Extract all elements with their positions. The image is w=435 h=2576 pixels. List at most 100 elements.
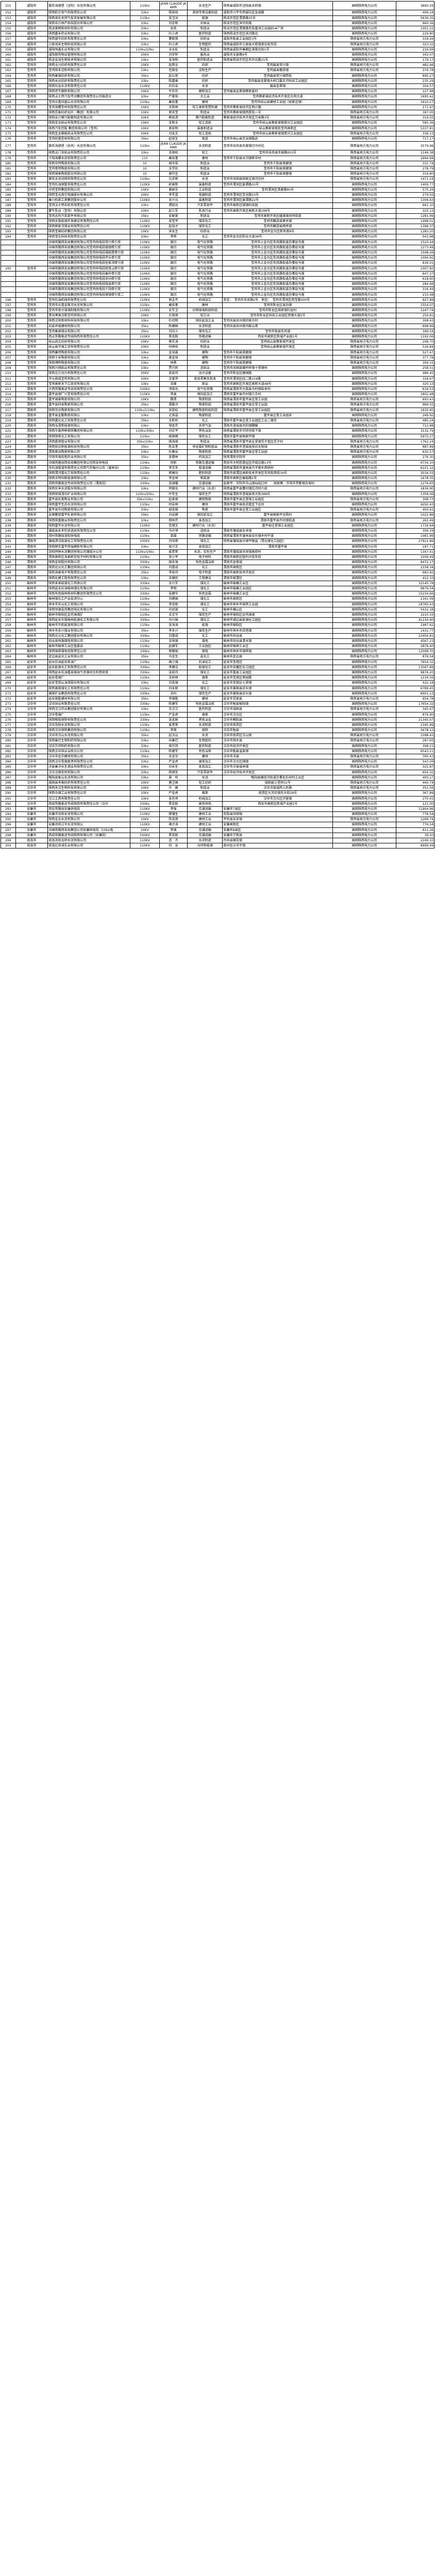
cell-index [1, 286, 16, 293]
cell-user-name: 陕西长达纺织有限责任公司 [47, 78, 130, 84]
cell-electricity-quantity: 1432.77 [395, 628, 435, 634]
cell-user-name: 陕西汽车控股 集团有限公司（宝鸡） [47, 125, 130, 131]
table-row: 194 宝鸡市 陕西宝化科技有限责任公司 10kv 李旸 化工 宝鸡市金台区陈仓大道38号国… [1, 234, 435, 240]
cell-index: 229 [1, 470, 16, 477]
table-row: 296 安康市 安康尧柏江华水泥有限公 110KV 褚才涛 建材工业 安康高新区 国网陕西电力… [1, 822, 435, 828]
cell-address: 宝鸡眉县常兴镇西街 [222, 73, 333, 79]
cell-index: 153 [1, 15, 16, 21]
cell-industry: 药品加工 [187, 454, 223, 461]
cell-address: 陕西省渭南市富平县庄里工业园 [222, 397, 333, 403]
cell-user-name: 龙钢集团富平轧钢有限公司 [47, 512, 130, 518]
cell-voltage-level: 110kv [129, 99, 160, 105]
cell-address: 渭南市富平县底店管区下庄村 [222, 501, 333, 508]
cell-power-supplier: 国网陕西电力公司 [332, 213, 396, 219]
cell-power-supplier: 国网陕西电力公司 [332, 328, 396, 335]
cell-city: 宝鸡市 [15, 360, 48, 366]
cell-address: 宝鸡市千阳县草碧镇 [222, 354, 333, 361]
cell-address: 宝鸡市上金台区东风路街道办事处马营 [222, 292, 333, 298]
cell-industry: 建材工业 [187, 817, 223, 823]
table-row: 221 渭南市 陕西华鑫特种钢铁集团有限公司 110kv/35kv 刘正平 黑色冶金 陕西省… [1, 428, 435, 434]
cell-city: 宝鸡市 [15, 99, 48, 105]
cell-user-name: 富平县金鹏陶瓷有限公 [47, 412, 130, 419]
cell-contact-person: 王金宇 [159, 753, 188, 760]
cell-user-name: 宝鸡法士特齿轮有限责任公司 [47, 202, 130, 209]
cell-voltage-level: 10kv [129, 10, 160, 16]
cell-power-supplier: 国网陕西电力公司 [332, 596, 396, 602]
cell-voltage-level: 10KV [129, 89, 160, 95]
cell-address: 渭南市富平县 [222, 544, 333, 550]
cell-power-supplier: 国网陕西电力公司 [332, 601, 396, 607]
cell-voltage-level: 10KV [129, 192, 160, 198]
table-row: 240 渭南市 蒲城县永丰利亚造纸有限责任公司 110kv 马升坤 造纸业 渭南市蒲城县永丰… [1, 528, 435, 534]
cell-electricity-quantity: 3034.55 [395, 470, 435, 477]
table-row: 287 汉中市 略阳县象山水泥有限公司 10kv 曾 旺水泥 略阳县横现河街道办事处石坝村… [1, 774, 435, 781]
cell-industry: 医药制造 [187, 31, 223, 37]
cell-power-supplier: 国网陕西电力公司 [332, 827, 396, 833]
table-row: 154 咸阳市 陕西中兴林产科技股份有限公司 10kv 刘忠新 农林业 杨凌示范区滨河东路国… [1, 20, 435, 26]
table-row: 282 汉中市 陕西汉中锌业冶炼分公司 110kv 陈建军 有色冶炼 汉中市勉县温泉镇 国网陕… [1, 748, 435, 755]
cell-address: 宝鸡市陈仓区科技工业园区西虢大道5号 [222, 313, 333, 319]
cell-address: 西安市大明宫遗址区环城北路13号 [222, 460, 333, 466]
cell-city: 咸阳市 [15, 25, 48, 32]
table-row: 290 汉中市 陕西中烟工业有限责任公司 10kV 严金虎 烟草 南郑区大河坎镇东大街28号… [1, 790, 435, 796]
cell-power-supplier: 国网陕西电力公司 [332, 286, 396, 293]
cell-address: 宝鸡市上金台区东风路街道办事处马营 [222, 281, 333, 287]
cell-city [15, 292, 48, 298]
cell-city: 榆林市 [15, 617, 48, 623]
cell-industry: 建筑陶瓷制品制造 [187, 407, 223, 413]
cell-power-supplier: 国网陕西电力公司 [332, 806, 396, 812]
cell-electricity-quantity: 343.07 [395, 52, 435, 58]
cell-industry: 建材行业（水泥） [187, 486, 223, 492]
cell-user-name: 中国铁路西安局集团有限公司宝鸡供电段坪头牵引变 [47, 255, 130, 261]
cell-power-supplier: 国网陕西电力公司 [332, 270, 396, 277]
table-row: 中国铁路西安局集团有限公司宝鸡供电段秦岭牵引变 110KV 田闫 电气化铁路 宝鸡市上金… [1, 270, 435, 277]
cell-power-supplier: 国网陕西电力公司 [332, 433, 396, 439]
cell-electricity-quantity: 261.49 [395, 517, 435, 523]
cell-voltage-level: 330kv [129, 617, 160, 623]
cell-electricity-quantity: 306.19 [395, 528, 435, 534]
cell-electricity-quantity: 1935.85 [395, 407, 435, 413]
cell-city: 渭南市 [15, 538, 48, 545]
cell-address: 延安市宝塔区 [222, 659, 333, 665]
cell-user-name: 陕西嘉禾药业有限公司 [47, 31, 130, 37]
cell-address: 渭南市富平县庄里工业园区 [222, 507, 333, 513]
cell-index: 244 [1, 549, 16, 555]
cell-user-name: 陕西全兴纺织有限责任公司 [47, 62, 130, 69]
table-row: 168 宝鸡市 陕西法士特汽车传动集团有限责任公司铸造分 10kv 严鉴铂 大工业 宝鸡蔡家… [1, 94, 435, 100]
cell-address: 宝鸡市陇县东风镇 [222, 328, 333, 335]
cell-power-supplier: 陕西省地方电力公司 [332, 438, 396, 445]
cell-contact-person: 姚继峰 [159, 433, 188, 439]
cell-user-name: 陕西银华纺织有限责任公司 [47, 36, 130, 42]
cell-index: 232 [1, 486, 16, 492]
cell-power-supplier: 国网陕西电力公司 [332, 717, 396, 723]
cell-voltage-level: 110KV [129, 806, 160, 812]
cell-index: 193 [1, 229, 16, 235]
cell-user-name: 蒲城县永丰利亚造纸有限责任公司 [47, 528, 130, 534]
cell-electricity-quantity: 325.12 [395, 208, 435, 214]
table-row: 295 安康市 陕西金龙水泥有限公司 10KV 陈志莲 建材工业 平利县长安镇 陕西省地方电力… [1, 817, 435, 823]
cell-index: 280 [1, 738, 16, 744]
cell-power-supplier: 国网陕西电力公司 [332, 512, 396, 518]
cell-index: 217 [1, 407, 16, 413]
cell-city: 渭南市 [15, 481, 48, 487]
cell-electricity-quantity: 319.55 [395, 115, 435, 121]
cell-industry: 装备制造 [187, 197, 223, 204]
cell-voltage-level: 10kv [129, 94, 160, 100]
cell-address: 榆林市神木市锦界镇 [222, 649, 333, 655]
cell-city: 宝鸡市 [15, 94, 48, 100]
cell-industry: 制造业 [187, 213, 223, 219]
cell-city [15, 249, 48, 256]
cell-voltage-level: 110kv/35kv [129, 491, 160, 497]
table-row: 183 宝鸡市 冀东水泥凤翔有限责任公司 110kv 孔庆辉 水泥 宝鸡市凤翔县田家庄镇河北… [1, 176, 435, 182]
cell-user-name: 陕西北元化工集团有限公司 [47, 565, 130, 571]
cell-power-supplier: 国网陕西电力公司 [332, 20, 396, 26]
cell-industry: 能源 [187, 622, 223, 629]
cell-index: 237 [1, 512, 16, 518]
cell-city: 渭南市 [15, 522, 48, 529]
cell-industry: 制造业 [187, 109, 223, 116]
cell-address: 眉县金渠镇 [222, 83, 333, 90]
table-row: 169 宝鸡市 宝鸡众喜凤凰山水泥有限公司 110kv 秦宏基 建材 宝鸡市岐山县建材工业园… [1, 99, 435, 105]
cell-industry: 铁路运输 [187, 533, 223, 539]
cell-voltage-level: 10kv [129, 41, 160, 47]
cell-user-name: 中国铁路局西安局集团有限公司西安供电段 [47, 460, 130, 466]
